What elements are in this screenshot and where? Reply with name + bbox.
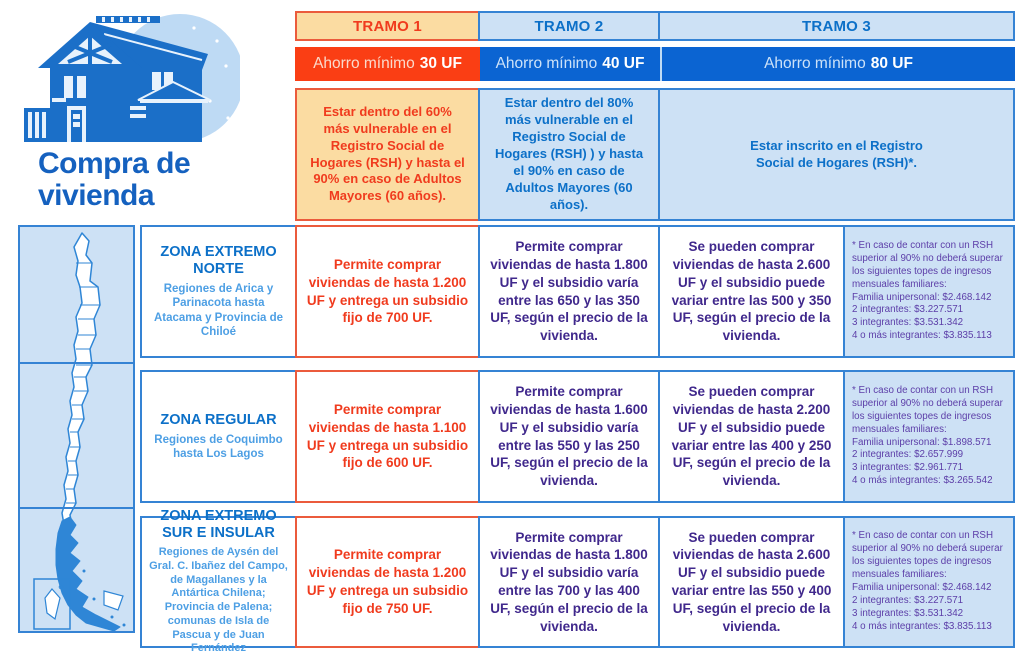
zone3-tramo3-cell: Se pueden comprar viviendas de hasta 2.6… bbox=[658, 516, 845, 648]
page-title: Compra de vivienda bbox=[38, 148, 258, 212]
note-line: Familia unipersonal: $2.468.142 bbox=[852, 582, 992, 593]
zone1-income-caps-note: * En caso de contar con un RSH superior … bbox=[843, 225, 1015, 358]
note-line: 4 o más integrantes: $3.265.542 bbox=[852, 475, 993, 487]
chile-map bbox=[18, 225, 135, 633]
requisito-tramo3: Estar inscrito en el Registro Social de … bbox=[658, 88, 1015, 221]
note-line: 2 integrantes: $2.657.999 bbox=[852, 449, 964, 461]
ahorro-label-t1: Ahorro mínimo bbox=[313, 55, 415, 72]
ahorro-value-t2: 40 UF bbox=[602, 55, 645, 72]
note-line: 3 integrantes: $2.961.771 bbox=[852, 462, 964, 474]
map-zone-divider-1 bbox=[20, 362, 133, 364]
page-title-line1: Compra de bbox=[38, 147, 191, 180]
zone-row-extremo-norte: ZONA EXTREMO NORTE Regiones de Arica y P… bbox=[140, 225, 1015, 358]
zone3-tramo1-cell: Permite comprar viviendas de hasta 1.200… bbox=[295, 516, 480, 648]
ahorro-tramo3-bar: Ahorro mínimo 80 UF bbox=[660, 47, 1015, 81]
note-intro: * En caso de contar con un RSH superior … bbox=[852, 239, 1003, 290]
zone-name: ZONA EXTREMO SUR E INSULAR bbox=[160, 507, 277, 541]
zone2-income-caps-note: * En caso de contar con un RSH superior … bbox=[843, 370, 1015, 503]
note-line: Familia unipersonal: $1.898.571 bbox=[852, 436, 992, 448]
house-icon bbox=[24, 14, 240, 142]
ahorro-label-t3: Ahorro mínimo bbox=[764, 55, 866, 72]
map-zone-divider-2 bbox=[20, 507, 133, 509]
zone-label-cell: ZONA EXTREMO SUR E INSULAR Regiones de A… bbox=[140, 508, 297, 654]
note-intro: * En caso de contar con un RSH superior … bbox=[852, 384, 1003, 435]
ahorro-tramo1-bar: Ahorro mínimo 30 UF bbox=[295, 47, 480, 81]
tramo3-header: TRAMO 3 bbox=[658, 11, 1015, 41]
note-line: 2 integrantes: $3.227.571 bbox=[852, 304, 964, 316]
tramo1-header: TRAMO 1 bbox=[295, 11, 480, 41]
zone-row-regular: ZONA REGULAR Regiones de Coquimbo hasta … bbox=[140, 370, 1015, 503]
requisito-tramo1: Estar dentro del 60% más vulnerable en e… bbox=[295, 88, 480, 221]
ahorro-row: Ahorro mínimo 30 UF Ahorro mínimo 40 UF … bbox=[295, 47, 1015, 81]
tramo-header-row: TRAMO 1 TRAMO 2 TRAMO 3 bbox=[295, 11, 1015, 41]
zone1-tramo2-cell: Permite comprar viviendas de hasta 1.800… bbox=[478, 225, 660, 358]
ahorro-value-t1: 30 UF bbox=[419, 55, 462, 72]
chile-map-drawing bbox=[33, 232, 126, 632]
ahorro-label-t2: Ahorro mínimo bbox=[495, 55, 598, 72]
note-line: 2 integrantes: $3.227.571 bbox=[852, 594, 964, 606]
zone2-tramo2-cell: Permite comprar viviendas de hasta 1.600… bbox=[478, 370, 660, 503]
zone-region: Regiones de Aysén del Gral. C. Ibañez de… bbox=[149, 546, 288, 655]
zone2-tramo3-cell: Se pueden comprar viviendas de hasta 2.2… bbox=[658, 370, 845, 503]
tramo2-header: TRAMO 2 bbox=[478, 11, 660, 41]
ahorro-value-t3: 80 UF bbox=[870, 55, 913, 72]
zone1-tramo3-cell: Se pueden comprar viviendas de hasta 2.6… bbox=[658, 225, 845, 358]
zone1-tramo1-cell: Permite comprar viviendas de hasta 1.200… bbox=[295, 225, 480, 358]
note-intro: * En caso de contar con un RSH superior … bbox=[852, 530, 1003, 581]
zone-label-cell: ZONA EXTREMO NORTE Regiones de Arica y P… bbox=[140, 225, 297, 358]
page-title-line2: vivienda bbox=[38, 178, 155, 212]
zone-name: ZONA EXTREMO NORTE bbox=[160, 243, 277, 277]
requisito-tramo2: Estar dentro del 80% más vulnerable en e… bbox=[478, 88, 660, 221]
zone-name: ZONA REGULAR bbox=[160, 411, 277, 428]
requisitos-row: Estar dentro del 60% más vulnerable en e… bbox=[295, 88, 1015, 221]
zone-label-cell: ZONA REGULAR Regiones de Coquimbo hasta … bbox=[140, 370, 297, 503]
zone-region: Regiones de Arica y Parinacota hasta Ata… bbox=[153, 282, 284, 338]
note-line: 4 o más integrantes: $3.835.113 bbox=[852, 330, 992, 342]
note-line: 4 o más integrantes: $3.835.113 bbox=[852, 620, 992, 632]
zone2-tramo1-cell: Permite comprar viviendas de hasta 1.100… bbox=[295, 370, 480, 503]
zone3-income-caps-note: * En caso de contar con un RSH superior … bbox=[843, 516, 1015, 648]
note-line: 3 integrantes: $3.531.342 bbox=[852, 607, 964, 619]
zone-row-extremo-sur: ZONA EXTREMO SUR E INSULAR Regiones de A… bbox=[140, 508, 1015, 654]
note-line: 3 integrantes: $3.531.342 bbox=[852, 317, 964, 329]
zone3-tramo2-cell: Permite comprar viviendas de hasta 1.800… bbox=[478, 516, 660, 648]
zone-region: Regiones de Coquimbo hasta Los Lagos bbox=[154, 433, 283, 461]
note-line: Familia unipersonal: $2.468.142 bbox=[852, 291, 992, 303]
ahorro-tramo2-bar: Ahorro mínimo 40 UF bbox=[480, 47, 660, 81]
